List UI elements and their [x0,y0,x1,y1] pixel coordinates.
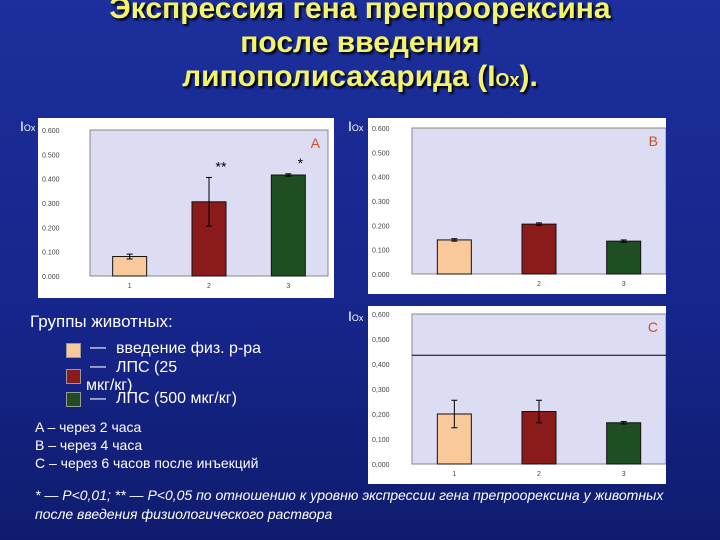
error-bar [620,421,627,425]
y-tick-label: 0.300 [372,199,390,206]
y-tick-label: 0,600 [372,312,390,319]
note-b: B – через 4 часа [35,437,143,453]
x-tick-label: 3 [622,471,626,478]
y-tick-label: 0.100 [42,250,60,257]
y-tick-label: 0,300 [372,387,390,394]
error-bar [126,253,133,260]
legend-label-lps-500: ЛПС (500 мкг/кг) [116,390,237,407]
legend-label-saline: введение физ. р-ра [116,340,262,357]
legend: Группы животных: — введение физ. р-ра — … [30,312,320,407]
y-tick-label: 0,400 [372,362,390,369]
y-tick-label: 0,000 [372,462,390,469]
y-tick-label: 0.000 [372,272,390,279]
note-a: A – через 2 часа [35,419,142,435]
y-tick-label: 0.400 [372,175,390,182]
significance-mark: * [298,155,304,171]
legend-dash: — [90,339,106,356]
y-tick-label: 0.400 [42,177,60,184]
x-tick-label: 2 [207,283,211,290]
error-bar [206,176,212,227]
error-bar [451,238,458,242]
note-c: C – через 6 часов после инъекций [35,455,259,471]
axis-label-c: IOx [348,308,364,324]
chart-svg: 0.000 0.100 0.200 0.300 0.400 0.500 0.600 1 ** 2 *… [38,118,334,298]
legend-label-lps-25: ЛПС (25 [116,359,178,376]
x-tick-label: 1 [452,471,456,478]
x-tick-label: 2 [537,471,541,478]
y-tick-label: 0,100 [372,437,390,444]
legend-dash: — [90,390,106,407]
bar [521,223,557,275]
x-tick-label: 1 [128,283,132,290]
y-tick-label: 0.000 [42,274,60,281]
panel-letter: A [311,135,321,151]
bar [606,422,642,465]
bar [270,174,306,277]
error-bar [285,173,292,177]
y-tick-label: 0,500 [372,337,390,344]
y-tick-label: 0.500 [372,150,390,157]
y-tick-label: 0,200 [372,412,390,419]
axis-label-a: IOx [20,118,36,134]
slide-title: Экспрессия гена препроорексина после вве… [0,0,720,97]
x-tick-label: 3 [622,281,626,288]
legend-title: Группы животных: [30,312,173,331]
y-tick-label: 0.300 [42,201,60,208]
significance-mark: ** [216,158,227,174]
legend-item-lps-25: — ЛПС (25 [30,358,320,384]
significance-footnote: * — P<0,01; ** — P<0,05 по отношению к у… [35,487,664,522]
x-tick-label: 2 [537,281,541,288]
chart-svg: 0,000 0,100 0,200 0,300 0,400 0,500 0,600 1 2 3 C [368,306,666,484]
y-tick-label: 0.600 [372,126,390,133]
legend-swatch-saline [66,343,81,358]
y-tick-label: 0.600 [42,128,60,135]
y-tick-label: 0.500 [42,152,60,159]
chart-svg: 0.000 0.100 0.200 0.300 0.400 0.500 0.600 2 3 B [368,118,666,294]
bar [606,240,642,275]
legend-wrap-text: мкг/кг) [86,377,133,394]
axis-label-b: IOx [348,118,364,134]
title-line-1: Экспрессия гена препроорексина [109,0,611,25]
bar [436,239,472,275]
legend-swatch-lps-500 [66,392,81,407]
legend-dash: — [90,358,106,375]
legend-item-saline: — введение физ. р-ра [30,339,320,359]
panel-letter: B [649,133,658,149]
chart-panel-c: 0,000 0,100 0,200 0,300 0,400 0,500 0,600 1 2 3 C [368,306,666,484]
time-notes: A – через 2 часа B – через 4 часа C – че… [35,418,258,472]
y-tick-label: 0.100 [372,248,390,255]
legend-item-lps-500: мкг/кг) — ЛПС (500 мкг/кг) [30,377,320,407]
chart-panel-a: 0.000 0.100 0.200 0.300 0.400 0.500 0.600 1 ** 2 *… [38,118,334,298]
chart-panel-b: 0.000 0.100 0.200 0.300 0.400 0.500 0.600 2 3 B [368,118,666,294]
title-line-3: липополисахарида (IOx). [182,60,538,93]
error-bar [451,399,458,429]
y-tick-label: 0.200 [372,223,390,230]
error-bar [620,239,627,243]
error-bar [536,222,542,226]
title-line-2: после введения [240,26,480,59]
panel-letter: C [648,319,658,335]
legend-swatch-lps-25 [66,369,81,384]
error-bar [536,399,542,424]
y-tick-label: 0.200 [42,225,60,232]
x-tick-label: 3 [286,283,290,290]
